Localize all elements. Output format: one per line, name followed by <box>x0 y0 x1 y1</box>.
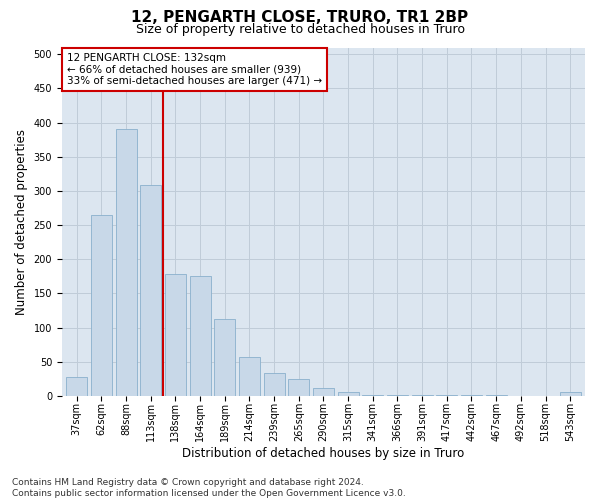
Bar <box>214 318 235 396</box>
Text: 12 PENGARTH CLOSE: 132sqm
← 66% of detached houses are smaller (939)
33% of semi: 12 PENGARTH CLOSE: 132sqm ← 66% of detac… <box>67 52 322 86</box>
Text: 12, PENGARTH CLOSE, TRURO, TR1 2BP: 12, PENGARTH CLOSE, TRURO, TR1 2BP <box>131 10 469 25</box>
Bar <box>412 395 433 396</box>
Bar <box>165 274 186 396</box>
Bar <box>190 276 211 396</box>
Bar <box>116 130 137 396</box>
Y-axis label: Number of detached properties: Number of detached properties <box>15 128 28 314</box>
Bar <box>140 186 161 396</box>
Text: Size of property relative to detached houses in Truro: Size of property relative to detached ho… <box>136 22 464 36</box>
Bar <box>91 215 112 396</box>
Text: Contains HM Land Registry data © Crown copyright and database right 2024.
Contai: Contains HM Land Registry data © Crown c… <box>12 478 406 498</box>
Bar <box>66 376 87 396</box>
Bar <box>485 395 506 396</box>
Bar <box>560 392 581 396</box>
Bar <box>461 395 482 396</box>
Bar <box>387 395 408 396</box>
Bar <box>436 395 457 396</box>
X-axis label: Distribution of detached houses by size in Truro: Distribution of detached houses by size … <box>182 447 464 460</box>
Bar <box>313 388 334 396</box>
Bar <box>263 374 284 396</box>
Bar <box>288 380 309 396</box>
Bar <box>239 357 260 396</box>
Bar <box>338 392 359 396</box>
Bar <box>362 395 383 396</box>
